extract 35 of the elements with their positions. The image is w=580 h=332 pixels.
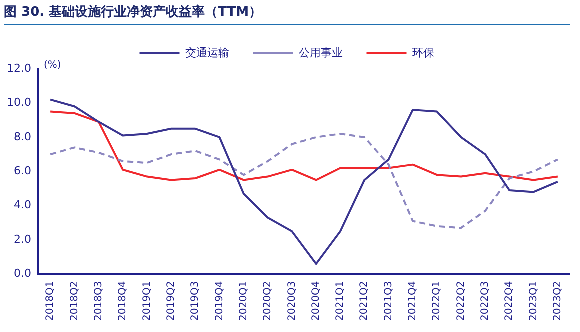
- legend-label: 公用事业: [298, 46, 343, 60]
- y-tick-label: 0.0: [14, 267, 32, 280]
- y-tick-label: 8.0: [14, 130, 32, 144]
- legend-label: 环保: [412, 46, 434, 60]
- x-tick-label: 2023Q2: [552, 281, 564, 322]
- x-tick-label: 2018Q3: [93, 281, 104, 322]
- chart-title: 图 30. 基础设施行业净资产收益率（TTM）: [4, 3, 570, 25]
- x-tick-label: 2018Q4: [118, 281, 129, 322]
- y-tick-label: 12.0: [6, 62, 32, 75]
- x-tick-label: 2021Q1: [335, 281, 346, 322]
- y-tick-label: 4.0: [14, 198, 32, 212]
- x-tick-label: 2022Q3: [480, 281, 492, 322]
- x-tick-label: 2019Q2: [166, 281, 177, 322]
- x-tick-label: 2021Q3: [383, 281, 394, 322]
- line-series: [50, 133, 559, 230]
- x-tick-label: 2021Q2: [359, 281, 370, 322]
- x-tick-label: 2022Q2: [456, 281, 467, 322]
- y-axis-title: (%): [44, 60, 62, 71]
- x-tick-label: 2020Q3: [286, 281, 298, 322]
- legend-label: 交通运输: [185, 46, 230, 60]
- x-tick-label: 2020Q1: [238, 281, 250, 322]
- x-tick-label: 2019Q1: [142, 281, 153, 322]
- y-tick-label: 10.0: [6, 96, 32, 110]
- x-tick-label: 2019Q4: [214, 281, 226, 322]
- x-tick-label: 2019Q3: [190, 281, 202, 322]
- y-tick-label: 2.0: [14, 232, 32, 246]
- x-tick-label: 2020Q2: [262, 281, 274, 322]
- x-tick-label: 2020Q4: [310, 281, 322, 322]
- x-tick-label: 2022Q1: [432, 281, 443, 322]
- y-tick-label: 6.0: [14, 164, 32, 178]
- x-tick-label: 2022Q4: [504, 281, 516, 322]
- x-tick-label: 2018Q2: [69, 281, 80, 322]
- x-tick-label: 2021Q4: [408, 281, 419, 322]
- x-tick-label: 2023Q1: [528, 281, 540, 322]
- x-tick-label: 2018Q1: [45, 281, 56, 322]
